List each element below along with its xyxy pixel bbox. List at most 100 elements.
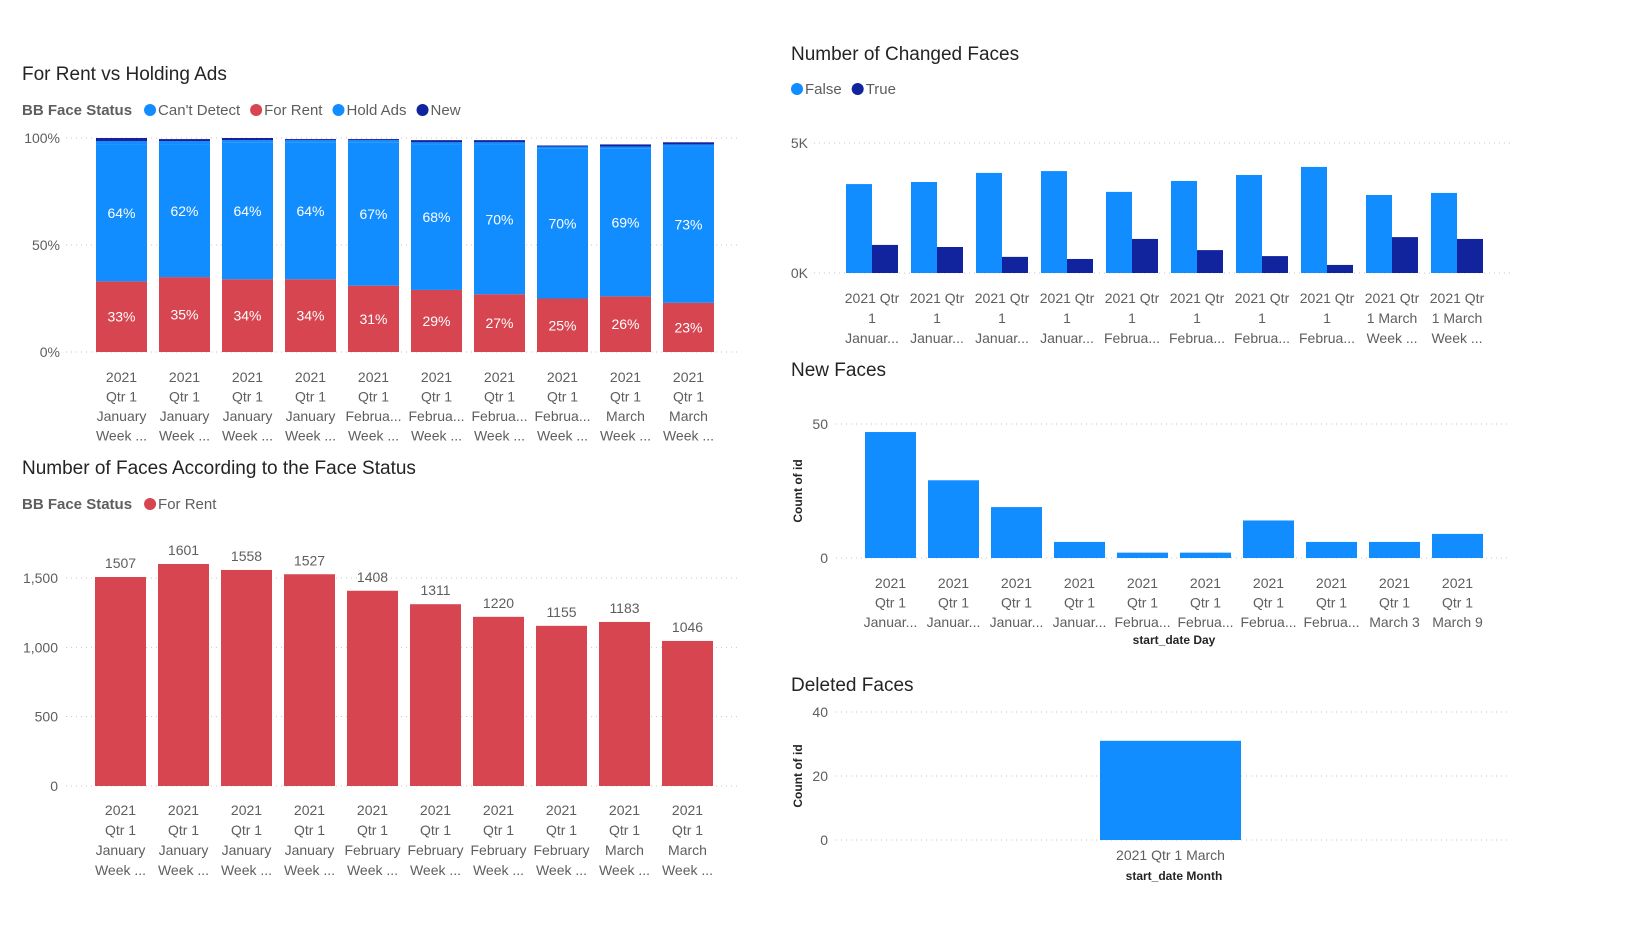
- bar[interactable]: [473, 616, 524, 786]
- bar-true[interactable]: [1457, 238, 1483, 273]
- bar-segment[interactable]: [285, 142, 336, 280]
- bar-segment[interactable]: [537, 145, 588, 147]
- bar[interactable]: [95, 577, 146, 786]
- bar-segment[interactable]: [285, 279, 336, 352]
- bar-segment[interactable]: [159, 141, 210, 145]
- legend-item[interactable]: True: [851, 81, 896, 98]
- x-tick-line: Qtr 1: [232, 389, 263, 405]
- bar-segment[interactable]: [222, 140, 273, 143]
- legend-item[interactable]: Can't Detect: [144, 102, 241, 119]
- bar-segment[interactable]: [222, 142, 273, 280]
- bar-true[interactable]: [937, 247, 963, 273]
- bar-false[interactable]: [1041, 171, 1067, 273]
- bar-false[interactable]: [976, 172, 1002, 273]
- bar-segment[interactable]: [537, 298, 588, 353]
- bar[interactable]: [1054, 541, 1105, 558]
- bar[interactable]: [1180, 552, 1231, 558]
- x-tick-line: January: [222, 842, 272, 858]
- bar[interactable]: [1369, 541, 1420, 558]
- bar-segment[interactable]: [96, 141, 147, 145]
- y-axis-title: Count of id: [791, 459, 805, 522]
- bar-true[interactable]: [1067, 258, 1093, 273]
- bar[interactable]: [158, 563, 209, 786]
- bar-false[interactable]: [1236, 174, 1262, 273]
- bar[interactable]: [599, 621, 650, 786]
- x-tick-label: 2021 Qtr 1 January Week ...: [95, 802, 146, 878]
- bar-segment[interactable]: [96, 144, 147, 282]
- bar-segment[interactable]: [348, 140, 399, 143]
- bar-true[interactable]: [1197, 250, 1223, 273]
- bar[interactable]: [284, 574, 335, 786]
- bar[interactable]: [865, 432, 916, 558]
- bar-segment[interactable]: [537, 148, 588, 299]
- bar-segment[interactable]: [600, 148, 651, 297]
- bar-segment[interactable]: [159, 139, 210, 142]
- bar[interactable]: [221, 569, 272, 786]
- bar-true[interactable]: [872, 244, 898, 273]
- bar-true[interactable]: [1002, 256, 1028, 273]
- bar-true[interactable]: [1392, 237, 1418, 273]
- x-tick-line: Qtr 1: [1316, 595, 1347, 611]
- bar[interactable]: [1432, 533, 1483, 558]
- bar-segment[interactable]: [285, 140, 336, 143]
- bar[interactable]: [410, 604, 461, 786]
- bar[interactable]: [536, 625, 587, 786]
- legend-item[interactable]: Hold Ads: [332, 102, 407, 119]
- legend-title: BB Face Status: [22, 102, 132, 119]
- bar-segment[interactable]: [474, 142, 525, 145]
- bar-segment[interactable]: [96, 138, 147, 142]
- x-tick-line: Qtr 1: [1064, 595, 1095, 611]
- bar-true[interactable]: [1327, 264, 1353, 273]
- bar-segment[interactable]: [474, 144, 525, 295]
- bar-segment[interactable]: [96, 281, 147, 352]
- bar-segment[interactable]: [411, 289, 462, 352]
- bar-false[interactable]: [911, 182, 937, 273]
- bar-segment[interactable]: [663, 302, 714, 352]
- bar[interactable]: [1100, 740, 1241, 840]
- bar[interactable]: [347, 590, 398, 786]
- x-tick-line: Qtr 1: [1190, 595, 1221, 611]
- bar[interactable]: [1117, 552, 1168, 558]
- bar-false[interactable]: [1106, 191, 1132, 273]
- bar-segment[interactable]: [663, 144, 714, 147]
- bar-segment[interactable]: [285, 139, 336, 141]
- x-tick-line: Week ...: [1431, 330, 1482, 346]
- bar-segment[interactable]: [348, 142, 399, 286]
- bar-segment[interactable]: [348, 285, 399, 352]
- bar[interactable]: [928, 480, 979, 558]
- bar[interactable]: [991, 507, 1042, 558]
- bar-segment[interactable]: [411, 142, 462, 145]
- bar-segment[interactable]: [222, 279, 273, 352]
- bar-segment[interactable]: [600, 146, 651, 149]
- bar-segment[interactable]: [600, 144, 651, 147]
- bar-segment[interactable]: [159, 277, 210, 352]
- bar-segment[interactable]: [222, 138, 273, 141]
- bar[interactable]: [662, 640, 713, 786]
- legend-item[interactable]: For Rent: [250, 102, 323, 119]
- legend-label: New: [431, 102, 461, 119]
- bar-true[interactable]: [1262, 256, 1288, 273]
- bar-segment[interactable]: [474, 294, 525, 352]
- bar-segment[interactable]: [474, 140, 525, 143]
- bar-segment[interactable]: [663, 142, 714, 145]
- bar-segment[interactable]: [411, 140, 462, 143]
- bar-segment[interactable]: [537, 146, 588, 149]
- bar-segment[interactable]: [600, 296, 651, 352]
- bar[interactable]: [1243, 520, 1294, 558]
- legend-item[interactable]: For Rent: [144, 496, 217, 513]
- bar-true[interactable]: [1132, 238, 1158, 273]
- legend-item[interactable]: False: [791, 81, 842, 98]
- legend-item[interactable]: New: [416, 102, 461, 119]
- bar-false[interactable]: [846, 184, 872, 273]
- bar[interactable]: [1306, 541, 1357, 558]
- bar-false[interactable]: [1366, 195, 1392, 273]
- bar-false[interactable]: [1301, 166, 1327, 273]
- bar-false[interactable]: [1431, 192, 1457, 273]
- bar-false[interactable]: [1171, 180, 1197, 273]
- x-tick-line: Februa...: [1240, 614, 1296, 630]
- bar-segment[interactable]: [348, 139, 399, 141]
- bar-segment[interactable]: [411, 144, 462, 290]
- x-tick-line: 2021: [672, 802, 703, 818]
- bar-segment[interactable]: [663, 146, 714, 303]
- bar-segment[interactable]: [159, 144, 210, 278]
